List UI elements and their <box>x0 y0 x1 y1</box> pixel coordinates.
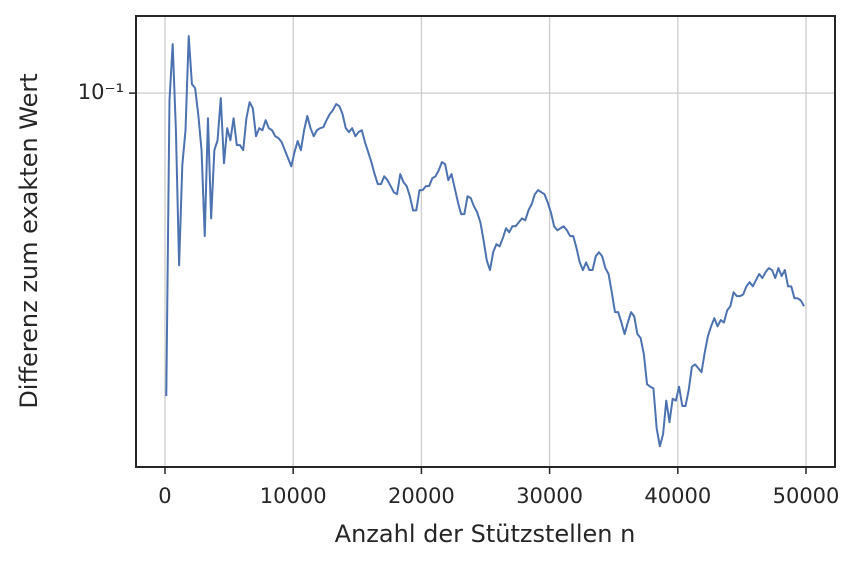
data-line <box>165 35 805 448</box>
x-axis-label: Anzahl der Stützstellen n <box>335 520 636 548</box>
y-axis-label: Differenz zum exakten Wert <box>15 73 43 408</box>
x-tick-label: 40000 <box>644 484 711 508</box>
x-tick-label: 10000 <box>260 484 327 508</box>
y-tick-label: 10⁻¹ <box>78 80 124 104</box>
plot-frame <box>135 15 836 468</box>
x-tick-label: 30000 <box>516 484 583 508</box>
x-tick-label: 20000 <box>388 484 455 508</box>
x-tick-label: 0 <box>158 484 171 508</box>
x-tick-label: 50000 <box>773 484 840 508</box>
